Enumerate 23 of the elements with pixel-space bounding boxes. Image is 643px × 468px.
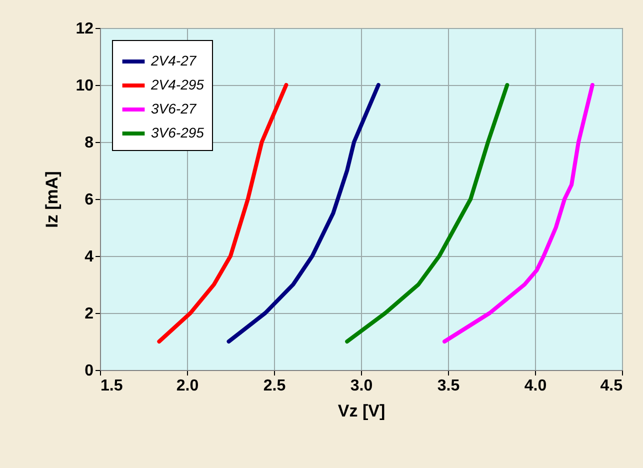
- line-series: [442, 83, 594, 344]
- y-tick-label: 6: [84, 192, 94, 208]
- x-tick-label: 4.0: [524, 378, 547, 394]
- legend-label: 2V4-295: [150, 76, 204, 92]
- x-tick-label: 2.5: [263, 378, 286, 394]
- y-axis-title: Iz [mA]: [42, 171, 62, 228]
- legend-label: 3V6-27: [151, 100, 198, 116]
- y-tick-label: 8: [84, 134, 94, 152]
- y-tick-label: 4: [84, 248, 94, 266]
- x-axis-title: Vz [V]: [338, 402, 386, 420]
- line-series: [226, 83, 380, 344]
- x-tick-label: 4.5: [600, 378, 623, 394]
- x-tick-label: 3.5: [437, 378, 460, 394]
- line-series: [345, 83, 510, 344]
- y-tick-label: 0: [84, 362, 94, 380]
- x-tick-label: 2.0: [176, 378, 199, 394]
- x-tick-label: 1.5: [100, 378, 123, 394]
- legend-label: 3V6-295: [151, 124, 204, 140]
- y-tick-label: 10: [76, 78, 94, 94]
- y-tick-label: 2: [84, 306, 94, 322]
- legend-label: 2V4-27: [150, 52, 198, 68]
- y-tick-label: 12: [76, 20, 94, 38]
- x-tick-label: 3.0: [350, 378, 373, 394]
